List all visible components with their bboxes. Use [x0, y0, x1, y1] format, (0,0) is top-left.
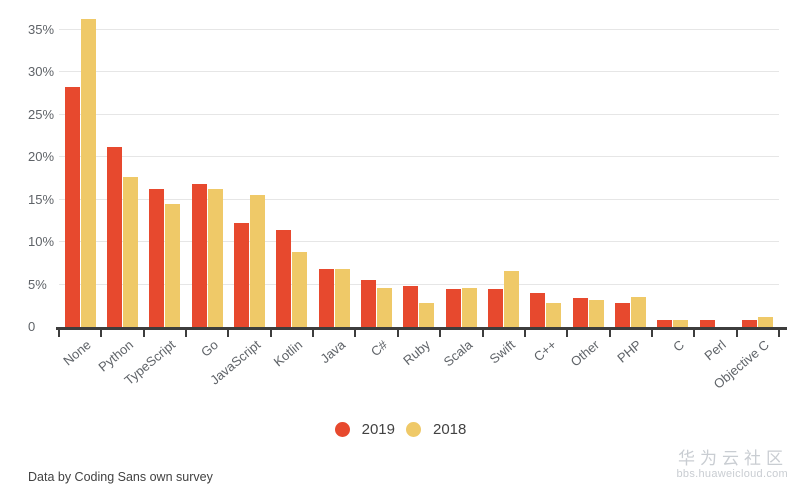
- gridline-15pct: [59, 198, 779, 200]
- x-label-kotlin: Kotlin: [271, 337, 306, 370]
- bar-2019-objective-c: [742, 320, 758, 328]
- bar-2018-c: [673, 319, 689, 328]
- x-axis-tick: [312, 330, 315, 337]
- bar-2019-php: [615, 303, 631, 328]
- bar-2019-swift: [488, 288, 504, 328]
- bar-2019-kotlin: [276, 230, 292, 328]
- x-axis-tick: [100, 330, 103, 337]
- x-axis-labels: None Python TypeScript Go JavaScript Kotlin Ja…: [59, 337, 779, 417]
- x-axis-tick: [142, 330, 145, 337]
- bar-2019-c: [657, 320, 673, 328]
- x-label-other: Other: [567, 337, 603, 370]
- bar-2019-other: [572, 298, 588, 328]
- watermark-url: bbs.huaweicloud.com: [676, 468, 788, 480]
- bar-2018-java: [334, 268, 350, 328]
- x-label-perl: Perl: [701, 337, 730, 364]
- bar-2019-csharp: [360, 280, 376, 328]
- x-label-scala: Scala: [440, 337, 476, 370]
- gridline-20pct: [59, 156, 779, 157]
- x-axis-tick: [608, 330, 611, 337]
- legend-item-2018: 2018: [406, 421, 466, 438]
- bar-2018-php: [631, 296, 647, 328]
- watermark: 华为云社区 bbs.huaweicloud.com: [677, 449, 788, 481]
- y-label-5: 5%: [28, 276, 47, 292]
- y-axis-labels: 0 5% 10% 15% 20% 25% 30% 35%: [0, 14, 56, 335]
- bar-2018-csharp: [376, 288, 392, 328]
- x-axis-tick: [481, 330, 484, 337]
- x-label-c: C: [669, 337, 687, 355]
- bar-2018-cplusplus: [546, 303, 562, 328]
- x-axis-tick: [185, 330, 188, 337]
- y-label-35: 35%: [28, 21, 55, 37]
- bar-2018-kotlin: [292, 251, 308, 328]
- bar-2019-python: [106, 146, 122, 328]
- x-label-php: PHP: [614, 337, 645, 366]
- x-axis-tick: [396, 330, 399, 337]
- legend-dot-2018: [406, 422, 421, 437]
- bar-2019-typescript: [149, 188, 165, 328]
- x-axis-tick: [58, 330, 60, 337]
- bar-2019-ruby: [403, 285, 419, 328]
- y-label-15: 15%: [28, 191, 55, 207]
- bar-2018-go: [207, 188, 223, 328]
- bar-2018-objective-c: [758, 316, 774, 328]
- x-label-go: Go: [197, 337, 221, 360]
- bar-2019-perl: [699, 320, 715, 328]
- bar-2019-javascript: [233, 222, 249, 328]
- source-note: Data by Coding Sans own survey: [28, 470, 213, 484]
- y-label-25: 25%: [28, 106, 55, 122]
- gridline-5pct: [59, 283, 779, 285]
- bar-2019-scala: [445, 288, 461, 328]
- legend-label-2019: 2019: [361, 421, 395, 438]
- x-axis-tick: [693, 330, 696, 337]
- x-axis-tick: [778, 330, 780, 337]
- bar-2018-other: [588, 299, 604, 328]
- x-label-cplusplus: C++: [531, 337, 560, 365]
- x-axis-tick: [439, 330, 442, 337]
- x-axis-tick: [650, 330, 653, 337]
- x-axis-line: [56, 327, 787, 330]
- y-label-10: 10%: [28, 234, 55, 249]
- x-axis-tick: [269, 330, 272, 337]
- bar-2018-python: [122, 176, 138, 328]
- x-axis-tick: [566, 330, 569, 337]
- gridline-35pct: [59, 28, 779, 30]
- gridline-30pct: [59, 71, 779, 72]
- x-label-none: None: [60, 337, 94, 369]
- y-label-30: 30%: [28, 64, 55, 79]
- plot-area: [56, 14, 787, 337]
- bar-2018-typescript: [165, 203, 181, 328]
- bar-2018-none: [80, 19, 96, 328]
- x-axis-tick: [735, 330, 738, 337]
- legend-dot-2019: [334, 422, 350, 437]
- x-axis-tick: [354, 330, 357, 337]
- bar-2018-javascript: [249, 194, 265, 328]
- x-axis-tick: [227, 330, 230, 337]
- chart-legend: 2019 2018: [0, 421, 801, 438]
- y-label-0: 0: [28, 319, 36, 334]
- bar-2019-java: [318, 269, 334, 328]
- gridline-10pct: [59, 241, 779, 242]
- bar-2018-ruby: [419, 302, 435, 328]
- legend-item-2019: 2019: [334, 421, 395, 438]
- bar-2019-go: [191, 183, 207, 328]
- x-axis-tick: [523, 330, 526, 337]
- bar-2019-cplusplus: [530, 293, 546, 328]
- x-label-ruby: Ruby: [399, 337, 433, 369]
- watermark-title: 华为云社区: [678, 449, 788, 468]
- x-label-java: Java: [317, 337, 348, 367]
- gridline-25pct: [59, 113, 779, 115]
- bar-2018-swift: [504, 271, 520, 328]
- legend-label-2018: 2018: [433, 421, 467, 438]
- bar-2019-none: [64, 86, 80, 328]
- y-label-20: 20%: [28, 149, 55, 164]
- x-label-csharp: C#: [367, 337, 391, 360]
- x-label-swift: Swift: [486, 337, 518, 367]
- bar-2018-scala: [461, 288, 477, 328]
